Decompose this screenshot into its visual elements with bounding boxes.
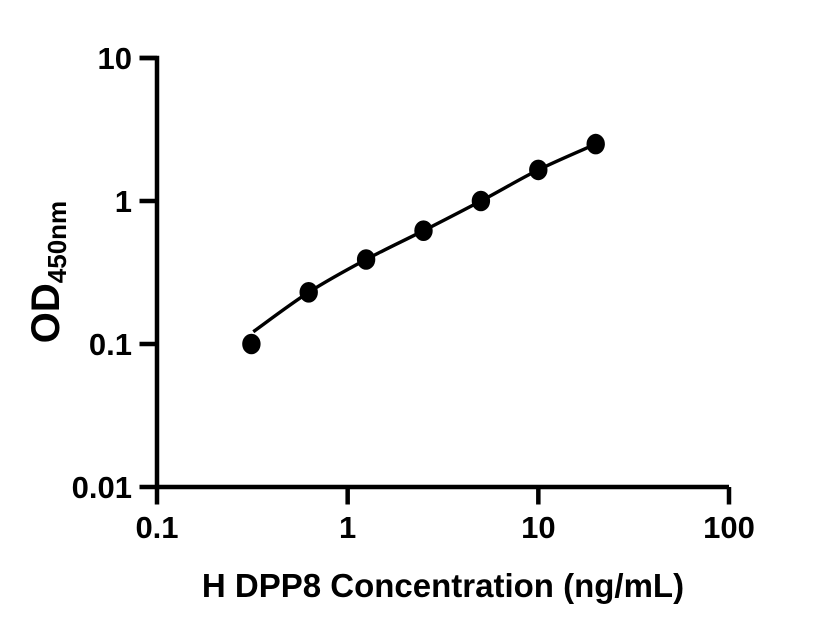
y-tick-label: 10 bbox=[98, 41, 132, 76]
y-tick-label: 1 bbox=[115, 184, 132, 219]
x-tick-label: 10 bbox=[521, 510, 555, 545]
x-tick-label: 0.1 bbox=[135, 510, 178, 545]
x-axis-title: H DPP8 Concentration (ng/mL) bbox=[201, 567, 685, 604]
data-point-marker bbox=[356, 249, 376, 270]
data-point-marker bbox=[299, 282, 318, 303]
y-tick-label: 0.01 bbox=[72, 470, 132, 505]
axis-lines bbox=[139, 55, 729, 490]
data-point-marker bbox=[529, 159, 548, 181]
data-point-marker bbox=[242, 333, 261, 355]
data-point-marker bbox=[586, 133, 605, 155]
x-tick-label: 1 bbox=[339, 510, 356, 545]
y-tick-label: 0.1 bbox=[89, 327, 132, 362]
data-point-marker bbox=[414, 220, 433, 241]
x-tick-label: 100 bbox=[703, 510, 755, 545]
data-point-marker bbox=[471, 190, 491, 212]
